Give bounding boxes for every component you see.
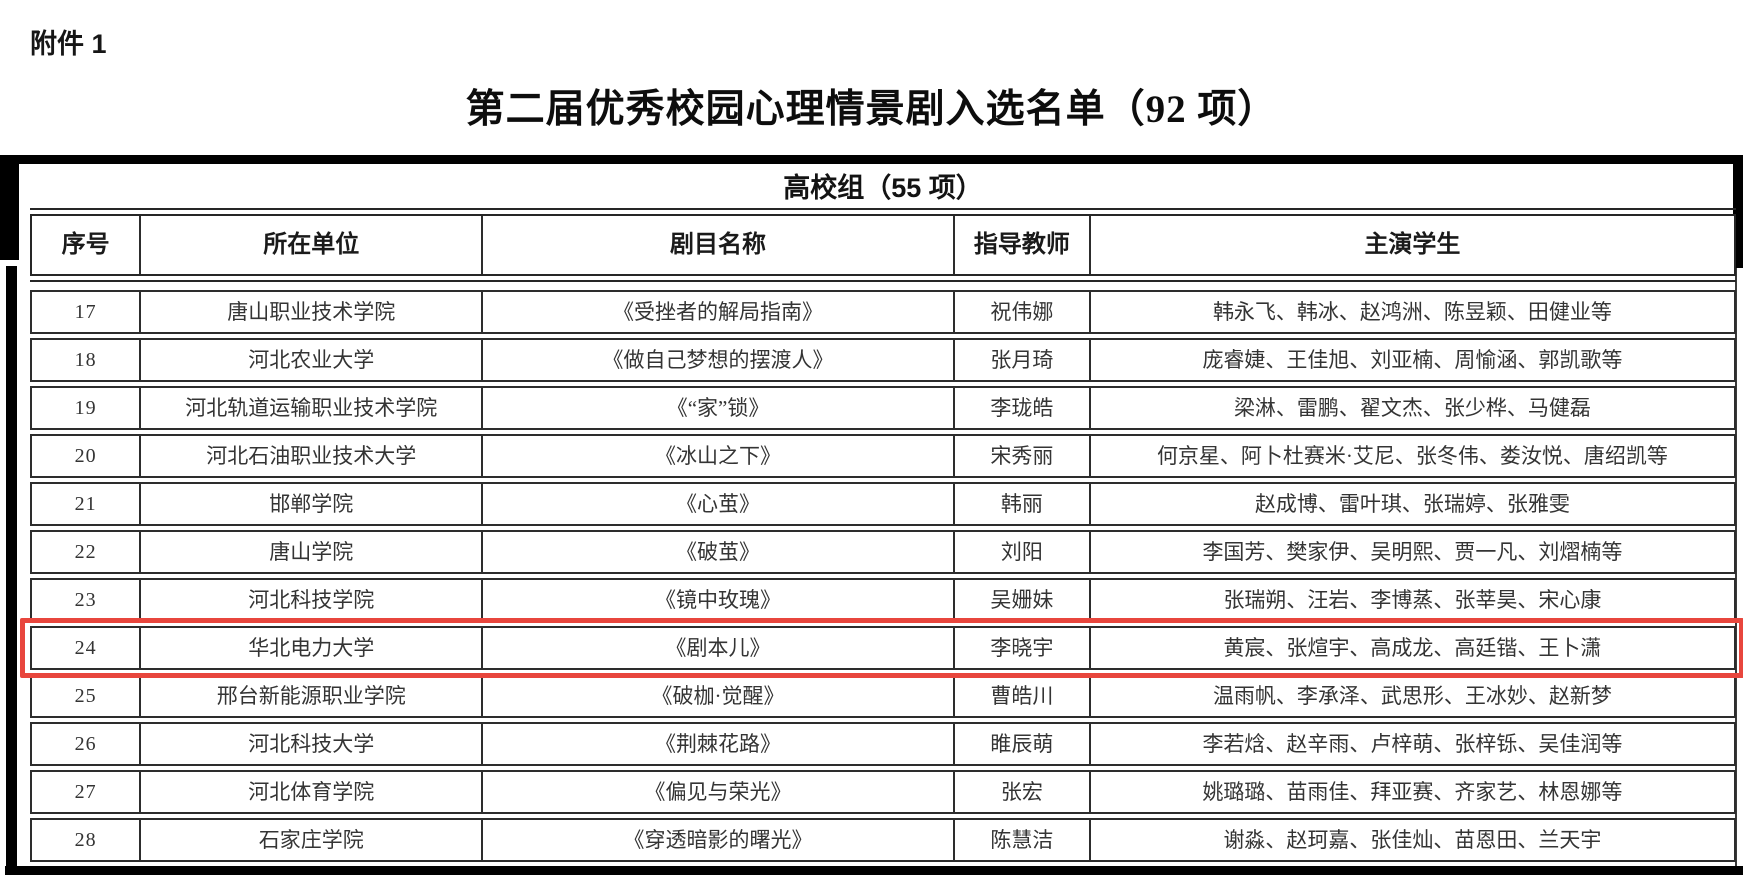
cell-students: 赵成博、雷叶琪、张瑞婷、张雅雯	[1088, 484, 1734, 524]
table-row: 26 河北科技大学 《荆棘花路》 睢辰萌 李若焓、赵辛雨、卢梓萌、张梓铄、吴佳润…	[30, 722, 1736, 766]
cell-students: 韩永飞、韩冰、赵鸿洲、陈昱颖、田健业等	[1088, 292, 1734, 332]
cell-organization: 河北农业大学	[139, 340, 481, 380]
cell-no: 22	[74, 541, 97, 563]
cell-organization: 石家庄学院	[139, 820, 481, 860]
cell-play-title: 《偏见与荣光》	[481, 772, 952, 812]
cell-play-title: 《破茧》	[481, 532, 952, 572]
group-subtitle: 高校组（55 项）	[783, 173, 983, 203]
selection-table: 高校组（55 项） 序号 所在单位 剧目名称 指导教师 主演学生 17 唐山职业…	[20, 168, 1743, 866]
cell-no: 27	[74, 781, 97, 803]
cell-teacher: 宋秀丽	[952, 436, 1089, 476]
column-header-organization: 所在单位	[139, 216, 481, 274]
cell-teacher: 韩丽	[952, 484, 1089, 524]
table-row: 23 河北科技学院 《镜中玫瑰》 吴姗妹 张瑞朔、汪岩、李博蒸、张莘昊、宋心康	[30, 578, 1736, 622]
cell-no: 17	[74, 301, 97, 323]
cell-teacher: 陈慧洁	[952, 820, 1089, 860]
table-row: 19 河北轨道运输职业技术学院 《“家”锁》 李珑皓 梁淋、雷鹏、翟文杰、张少桦…	[30, 386, 1736, 430]
cell-play-title: 《做自己梦想的摆渡人》	[481, 340, 952, 380]
cell-students: 李国芳、樊家伊、吴明熙、贾一凡、刘熠楠等	[1088, 532, 1734, 572]
table-row: 18 河北农业大学 《做自己梦想的摆渡人》 张月琦 庞睿婕、王佳旭、刘亚楠、周愉…	[30, 338, 1736, 382]
table-row: 20 河北石油职业技术大学 《冰山之下》 宋秀丽 何京星、阿卜杜赛米·艾尼、张冬…	[30, 434, 1736, 478]
attachment-label: 附件 1	[30, 29, 107, 59]
cell-students: 张瑞朔、汪岩、李博蒸、张莘昊、宋心康	[1088, 580, 1734, 620]
cell-play-title: 《剧本儿》	[481, 628, 952, 668]
cell-teacher: 张宏	[952, 772, 1089, 812]
cell-students: 谢淼、赵珂嘉、张佳灿、苗恩田、兰天宇	[1088, 820, 1734, 860]
cell-students: 黄宸、张煊宇、高成龙、高廷锴、王卜潇	[1088, 628, 1734, 668]
cell-teacher: 刘阳	[952, 532, 1089, 572]
cell-organization: 河北轨道运输职业技术学院	[139, 388, 481, 428]
cell-students: 庞睿婕、王佳旭、刘亚楠、周愉涵、郭凯歌等	[1088, 340, 1734, 380]
table-header-row: 序号 所在单位 剧目名称 指导教师 主演学生	[30, 214, 1736, 276]
cell-play-title: 《“家”锁》	[481, 388, 952, 428]
column-header-play-title: 剧目名称	[481, 216, 952, 274]
cell-teacher: 曹皓川	[952, 676, 1089, 716]
table-row: 21 邯郸学院 《心茧》 韩丽 赵成博、雷叶琪、张瑞婷、张雅雯	[30, 482, 1736, 526]
header-bottom-rule	[30, 280, 1736, 282]
scan-border-left	[6, 266, 17, 875]
cell-no: 24	[74, 637, 97, 659]
cell-teacher: 祝伟娜	[952, 292, 1089, 332]
cell-organization: 唐山职业技术学院	[139, 292, 481, 332]
scan-border-top	[5, 155, 1743, 164]
cell-teacher: 李珑皓	[952, 388, 1089, 428]
scan-border-bottom	[5, 866, 1743, 875]
cell-teacher: 睢辰萌	[952, 724, 1089, 764]
table-row: 25 邢台新能源职业学院 《破枷·觉醒》 曹皓川 温雨帆、李承泽、武思形、王冰妙…	[30, 674, 1736, 718]
cell-organization: 河北石油职业技术大学	[139, 436, 481, 476]
table-right-edge	[1735, 268, 1737, 866]
column-header-teacher: 指导教师	[952, 216, 1089, 274]
column-header-no: 序号	[61, 231, 110, 258]
cell-organization: 河北体育学院	[139, 772, 481, 812]
cell-teacher: 吴姗妹	[952, 580, 1089, 620]
cell-students: 李若焓、赵辛雨、卢梓萌、张梓铄、吴佳润等	[1088, 724, 1734, 764]
cell-students: 何京星、阿卜杜赛米·艾尼、张冬伟、娄汝悦、唐绍凯等	[1088, 436, 1734, 476]
cell-no: 25	[74, 685, 97, 707]
table-row-highlighted: 24 华北电力大学 《剧本儿》 李晓宇 黄宸、张煊宇、高成龙、高廷锴、王卜潇	[20, 618, 1743, 678]
table-body: 17 唐山职业技术学院 《受挫者的解局指南》 祝伟娜 韩永飞、韩冰、赵鸿洲、陈昱…	[20, 290, 1743, 862]
scan-border-right-top	[1733, 155, 1743, 268]
cell-no: 21	[74, 493, 97, 515]
cell-play-title: 《穿透暗影的曙光》	[481, 820, 952, 860]
cell-organization: 邯郸学院	[139, 484, 481, 524]
cell-play-title: 《冰山之下》	[481, 436, 952, 476]
cell-organization: 河北科技大学	[139, 724, 481, 764]
scan-border-left-wide	[0, 155, 19, 260]
cell-students: 姚璐璐、苗雨佳、拜亚赛、齐家艺、林恩娜等	[1088, 772, 1734, 812]
cell-teacher: 张月琦	[952, 340, 1089, 380]
cell-no: 18	[74, 349, 97, 371]
column-header-students: 主演学生	[1088, 216, 1734, 274]
cell-play-title: 《镜中玫瑰》	[481, 580, 952, 620]
cell-teacher: 李晓宇	[952, 628, 1089, 668]
cell-play-title: 《心茧》	[481, 484, 952, 524]
cell-no: 20	[74, 445, 97, 467]
cell-play-title: 《受挫者的解局指南》	[481, 292, 952, 332]
cell-no: 23	[74, 589, 97, 611]
cell-no: 19	[74, 397, 97, 419]
cell-play-title: 《荆棘花路》	[481, 724, 952, 764]
header-top-rule	[30, 208, 1736, 210]
page-title: 第二届优秀校园心理情景剧入选名单（92 项）	[465, 88, 1278, 131]
cell-play-title: 《破枷·觉醒》	[481, 676, 952, 716]
cell-organization: 华北电力大学	[139, 628, 481, 668]
table-row: 22 唐山学院 《破茧》 刘阳 李国芳、樊家伊、吴明熙、贾一凡、刘熠楠等	[30, 530, 1736, 574]
cell-students: 梁淋、雷鹏、翟文杰、张少桦、马健磊	[1088, 388, 1734, 428]
cell-no: 28	[74, 829, 97, 851]
table-row: 28 石家庄学院 《穿透暗影的曙光》 陈慧洁 谢淼、赵珂嘉、张佳灿、苗恩田、兰天…	[30, 818, 1736, 862]
table-row: 17 唐山职业技术学院 《受挫者的解局指南》 祝伟娜 韩永飞、韩冰、赵鸿洲、陈昱…	[30, 290, 1736, 334]
cell-organization: 唐山学院	[139, 532, 481, 572]
cell-students: 温雨帆、李承泽、武思形、王冰妙、赵新梦	[1088, 676, 1734, 716]
table-row: 27 河北体育学院 《偏见与荣光》 张宏 姚璐璐、苗雨佳、拜亚赛、齐家艺、林恩娜…	[30, 770, 1736, 814]
cell-organization: 河北科技学院	[139, 580, 481, 620]
cell-no: 26	[74, 733, 97, 755]
cell-organization: 邢台新能源职业学院	[139, 676, 481, 716]
